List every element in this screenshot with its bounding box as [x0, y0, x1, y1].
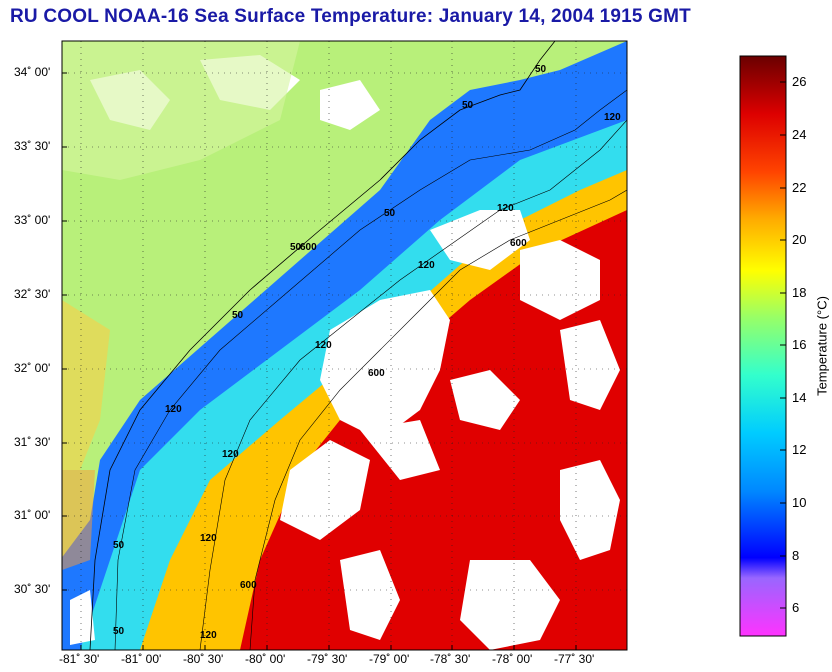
contour-label: 50 [113, 626, 125, 637]
latitude-label: 33˚ 00' [14, 213, 51, 227]
colorbar-ticks [780, 81, 786, 609]
latitude-label: 32˚ 30' [14, 287, 51, 301]
colorbar-tick-label: 6 [792, 600, 800, 615]
contour-label: 50 [232, 310, 244, 321]
land-variations [62, 41, 300, 570]
longitude-label: -78˚ 30' [430, 652, 471, 666]
contour-label: 120 [200, 630, 217, 641]
contour-label: 600 [510, 238, 527, 249]
colorbar-tick-label: 8 [792, 548, 800, 563]
map-frame [61, 40, 628, 651]
longitude-label: -77˚ 30' [554, 652, 595, 666]
longitude-label: -81˚ 30' [59, 652, 100, 666]
contour-label: 120 [497, 203, 514, 214]
colorbar-tick-label: 20 [792, 232, 807, 247]
contour-label: 600 [300, 242, 317, 253]
contour-label: 120 [200, 533, 217, 544]
colorbar-tick-label: 18 [792, 285, 807, 300]
coastline [89, 41, 556, 650]
contour-label: 120 [418, 260, 435, 271]
map-title: RU COOL NOAA-16 Sea Surface Temperature:… [10, 6, 691, 27]
contour-label: 50 [384, 208, 396, 219]
contour-label: 600 [240, 580, 257, 591]
colorbar-tick-label: 26 [792, 74, 807, 89]
colorbar-label: Temperature (°C) [814, 296, 830, 396]
gulf-stream [240, 210, 627, 650]
longitude-label: -80˚ 00' [245, 652, 286, 666]
graticule [62, 41, 627, 650]
contour-label: 50 [462, 100, 474, 111]
contour-label: 50 [290, 242, 302, 253]
colorbar-tick-label: 24 [792, 127, 807, 142]
longitude-label: -79˚ 00' [369, 652, 410, 666]
longitude-label: -80˚ 30' [183, 652, 224, 666]
contour-label: 120 [165, 404, 182, 415]
isobath-50 [114, 89, 627, 650]
latitude-label: 33˚ 30' [14, 139, 51, 153]
contour-label: 120 [222, 449, 239, 460]
contour-label: 50 [113, 540, 125, 551]
axis-ticks [62, 72, 577, 650]
contour-label: 120 [315, 340, 332, 351]
latitude-label: 30˚ 30' [14, 582, 51, 596]
colorbar-tick-label: 16 [792, 337, 807, 352]
longitude-label: -78˚ 00' [492, 652, 533, 666]
longitude-label: -79˚ 30' [307, 652, 348, 666]
colorbar-tick-label: 12 [792, 442, 807, 457]
contour-label: 120 [604, 112, 621, 123]
colorbar-tick-label: 22 [792, 180, 807, 195]
latitude-label: 31˚ 00' [14, 508, 51, 522]
longitude-label: -81˚ 00' [121, 652, 162, 666]
latitude-label: 31˚ 30' [14, 435, 51, 449]
latitude-label: 34˚ 00' [14, 65, 51, 79]
colorbar [739, 55, 787, 637]
contour-label: 600 [368, 368, 385, 379]
colorbar-tick-label: 14 [792, 390, 807, 405]
contour-label: 50 [535, 64, 547, 75]
colorbar-tick-label: 10 [792, 495, 807, 510]
latitude-label: 32˚ 00' [14, 361, 51, 375]
isobath-120 [199, 119, 627, 650]
isobath-600 [249, 189, 627, 650]
